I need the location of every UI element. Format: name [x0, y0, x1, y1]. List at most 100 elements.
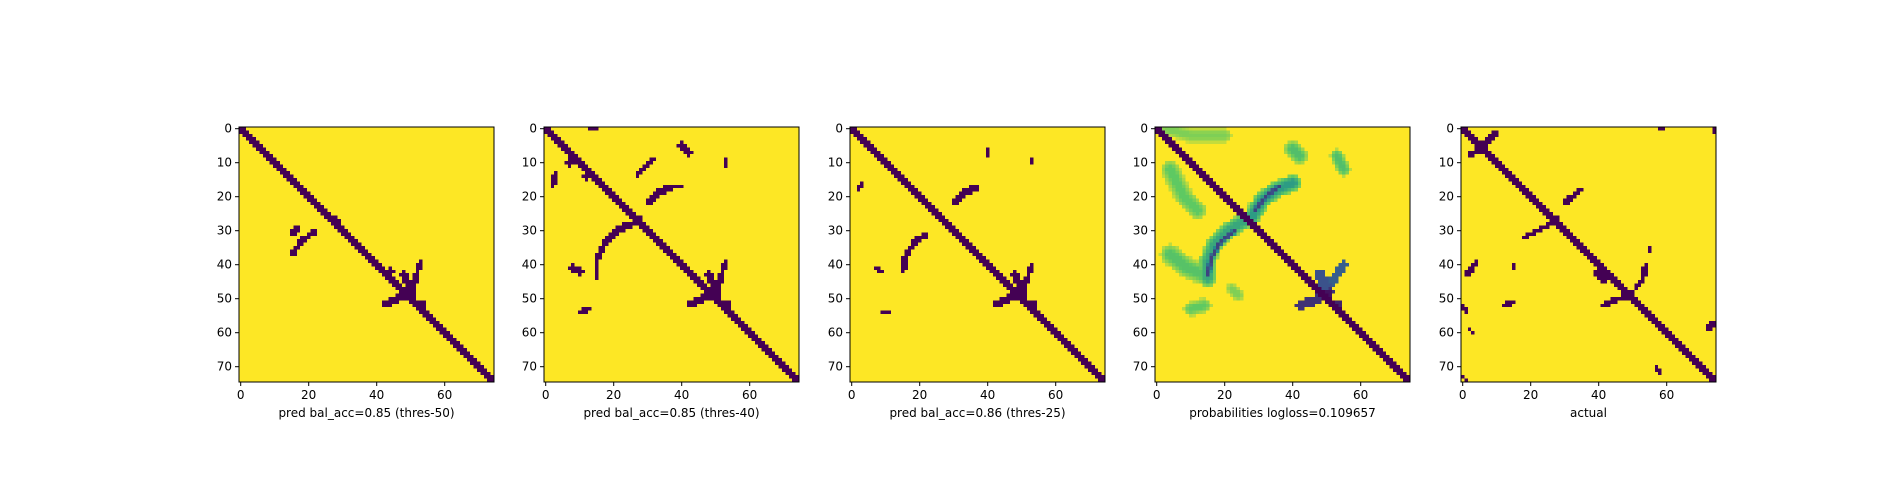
- heatmap-cell: [385, 154, 389, 158]
- heatmap-cell: [372, 212, 376, 216]
- heatmap-cell: [293, 137, 297, 141]
- heatmap-cell: [389, 314, 393, 318]
- heatmap-cell: [239, 198, 243, 202]
- heatmap-cell: [242, 270, 246, 274]
- heatmap-cell: [253, 185, 257, 189]
- heatmap-cell: [355, 202, 359, 206]
- heatmap-cell: [378, 331, 382, 335]
- heatmap-cell: [253, 307, 257, 311]
- heatmap-cell: [385, 168, 389, 172]
- heatmap-cell: [310, 232, 314, 236]
- heatmap-cell: [429, 283, 433, 287]
- heatmap-cell: [423, 164, 427, 168]
- heatmap-cell: [429, 266, 433, 270]
- heatmap-cell: [270, 205, 274, 209]
- heatmap-cell: [460, 215, 464, 219]
- heatmap-cell: [436, 232, 440, 236]
- heatmap-cell: [474, 229, 478, 233]
- heatmap-cell: [253, 317, 257, 321]
- heatmap-cell: [344, 345, 348, 349]
- heatmap-cell: [300, 328, 304, 332]
- heatmap-cell: [429, 256, 433, 260]
- heatmap-cell: [433, 232, 437, 236]
- heatmap-cell: [293, 334, 297, 338]
- heatmap-cell: [344, 188, 348, 192]
- heatmap-cell: [287, 134, 291, 138]
- heatmap-cell: [300, 283, 304, 287]
- heatmap-cell: [249, 331, 253, 335]
- heatmap-cell: [389, 290, 393, 294]
- heatmap-cell: [314, 134, 318, 138]
- heatmap-cell: [348, 185, 352, 189]
- heatmap-cell: [368, 185, 372, 189]
- heatmap-cell: [399, 314, 403, 318]
- heatmap-cell: [423, 154, 427, 158]
- heatmap-cell: [382, 249, 386, 253]
- heatmap-cell: [270, 249, 274, 253]
- heatmap-cell: [256, 188, 260, 192]
- heatmap-cell: [283, 260, 287, 264]
- heatmap-cell: [484, 239, 488, 243]
- heatmap-cell: [334, 226, 338, 230]
- heatmap-cell: [246, 273, 250, 277]
- heatmap-cell: [310, 141, 314, 145]
- heatmap-cell: [429, 290, 433, 294]
- heatmap-cell: [276, 331, 280, 335]
- heatmap-cell: [290, 253, 294, 257]
- heatmap-cell: [344, 324, 348, 328]
- heatmap-cell: [440, 338, 444, 342]
- heatmap-cell: [246, 351, 250, 355]
- heatmap-cell: [297, 317, 301, 321]
- heatmap-cell: [297, 154, 301, 158]
- heatmap-cell: [351, 134, 355, 138]
- heatmap-cell: [436, 283, 440, 287]
- heatmap-cell: [273, 178, 277, 182]
- heatmap-cell: [341, 130, 345, 134]
- heatmap-cell: [300, 168, 304, 172]
- heatmap-cell: [361, 130, 365, 134]
- heatmap-cell: [477, 280, 481, 284]
- heatmap-cell: [453, 219, 457, 223]
- heatmap-cell: [378, 209, 382, 213]
- heatmap-cell: [253, 226, 257, 230]
- heatmap-cell: [460, 287, 464, 291]
- heatmap-cell: [321, 168, 325, 172]
- heatmap-cell: [307, 154, 311, 158]
- heatmap-cell: [392, 249, 396, 253]
- heatmap-cell: [307, 331, 311, 335]
- heatmap-cell: [453, 249, 457, 253]
- heatmap-cell: [355, 300, 359, 304]
- heatmap-cell: [307, 229, 311, 233]
- heatmap-cell: [321, 195, 325, 199]
- heatmap-cell: [487, 314, 491, 318]
- heatmap-cell: [395, 205, 399, 209]
- heatmap-cell: [480, 283, 484, 287]
- heatmap-cell: [358, 290, 362, 294]
- heatmap-cell: [378, 239, 382, 243]
- heatmap-cell: [368, 239, 372, 243]
- heatmap-cell: [433, 300, 437, 304]
- heatmap-cell: [253, 147, 257, 151]
- heatmap-cell: [249, 168, 253, 172]
- heatmap-cell: [450, 311, 454, 315]
- heatmap-cell: [446, 300, 450, 304]
- heatmap-cell: [440, 345, 444, 349]
- heatmap-cell: [355, 188, 359, 192]
- heatmap-cell: [259, 345, 263, 349]
- heatmap-cell: [283, 158, 287, 162]
- heatmap-cell: [242, 294, 246, 298]
- heatmap-cell: [263, 144, 267, 148]
- heatmap-cell: [266, 351, 270, 355]
- heatmap-cell: [266, 311, 270, 315]
- heatmap-cell: [402, 331, 406, 335]
- heatmap-cell: [385, 260, 389, 264]
- heatmap-cell: [287, 253, 291, 257]
- heatmap-cell: [419, 212, 423, 216]
- heatmap-cell: [361, 287, 365, 291]
- heatmap-cell: [406, 147, 410, 151]
- heatmap-cell: [416, 331, 420, 335]
- heatmap-cell: [246, 229, 250, 233]
- heatmap-cell: [416, 195, 420, 199]
- heatmap-cell: [392, 229, 396, 233]
- heatmap-cell: [300, 290, 304, 294]
